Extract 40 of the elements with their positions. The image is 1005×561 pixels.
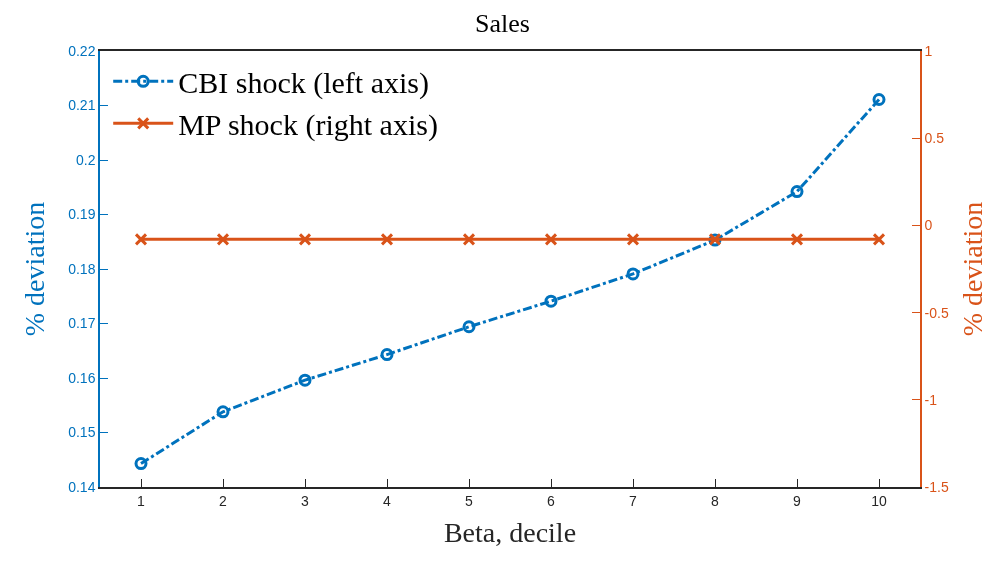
x-tick-label: 1 (137, 492, 146, 509)
point (462, 320, 476, 334)
point (134, 457, 148, 471)
y-tick-label: 0.16 (68, 369, 96, 386)
y-tick-label: 0.2 (75, 151, 96, 168)
point (626, 267, 640, 281)
x-tick-label: 4 (383, 492, 392, 509)
y2-tick-label: -1 (924, 391, 938, 408)
y2-tick-label: 0.5 (924, 130, 945, 147)
y2-tick-label: 0 (924, 217, 933, 234)
y2-tick-label: 1 (924, 42, 933, 59)
point (298, 373, 312, 387)
x-tick-label: 3 (301, 492, 310, 509)
y-tick-label: 0.18 (68, 260, 96, 277)
y2-tick-label: -0.5 (924, 304, 949, 321)
point (216, 405, 230, 419)
y-tick-label: 0.19 (68, 206, 96, 223)
x-tick-label: 5 (465, 492, 474, 509)
x-tick-label: 7 (629, 492, 638, 509)
legend-label: CBI shock (left axis) (178, 66, 429, 101)
y-tick-label: 0.21 (68, 97, 96, 114)
legend-label: MP shock (right axis) (178, 108, 438, 143)
y-tick-label: 0.22 (68, 42, 96, 59)
chart-title: Sales (475, 9, 530, 39)
point (380, 348, 394, 362)
y-tick-label: 0.15 (68, 424, 96, 441)
y2-tick-label: -1.5 (924, 478, 949, 495)
y2-axis-title: % deviation (957, 201, 989, 337)
x-tick-label: 2 (219, 492, 228, 509)
x-tick-label: 6 (547, 492, 556, 509)
x-tick-label: 8 (711, 492, 720, 509)
point (790, 185, 804, 199)
x-tick-label: 9 (793, 492, 802, 509)
point (544, 294, 558, 308)
point (872, 93, 886, 106)
x-tick-label: 10 (871, 492, 887, 509)
y-axis-title: % deviation (19, 201, 51, 337)
y-tick-label: 0.17 (68, 315, 96, 332)
x-axis-title: Beta, decile (443, 517, 577, 549)
y-tick-label: 0.14 (68, 478, 96, 495)
